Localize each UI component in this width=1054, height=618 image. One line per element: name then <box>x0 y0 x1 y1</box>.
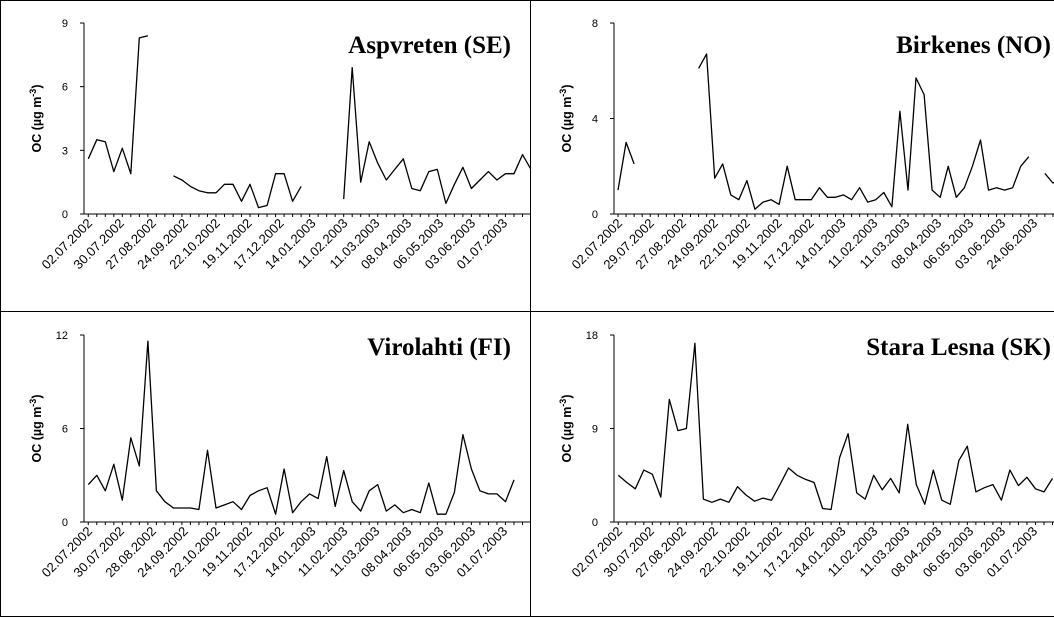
series-line <box>173 173 302 209</box>
chart-aspvreten: 036902.07.200230.07.200227.08.200224.09.… <box>28 18 532 272</box>
panel-stara-lesna: 0 9 18 02.07.2002 30.07.2002 27.08.2002 24.09.… <box>530 311 1054 617</box>
chart-title: Virolahti (FI) <box>367 334 511 361</box>
series-line <box>698 53 1030 210</box>
y-tick-label: 12 <box>56 330 68 342</box>
chart-birkenes: 04802.07.200229.07.200227.08.200224.09.2… <box>558 18 1054 272</box>
y-tick-label: 9 <box>592 424 598 436</box>
series-line <box>343 66 532 205</box>
y-tick-label: 6 <box>62 82 68 94</box>
y-tick-label: 3 <box>62 145 68 157</box>
y-tick-label: 0 <box>592 209 598 221</box>
y-axis-label: OC (µg m-3) <box>558 85 574 153</box>
series-line <box>1044 172 1054 184</box>
y-axis-label: OC (µg m-3) <box>28 395 44 463</box>
series-line <box>87 35 149 175</box>
y-tick-label: 0 <box>592 517 598 529</box>
y-tick-label: 6 <box>62 424 68 436</box>
y-tick-label: 9 <box>62 18 68 30</box>
panel-virolahti: 0 6 12 02.07.2002 30.07.2002 28.08.2002 24.09.… <box>0 311 532 617</box>
series-line <box>617 342 1054 511</box>
y-tick-label: 0 <box>62 517 68 529</box>
chart-title: Stara Lesna (SK) <box>866 334 1051 361</box>
y-tick-label: 4 <box>592 114 598 126</box>
y-axis-label: OC (µg m-3) <box>558 395 574 463</box>
y-tick-label: 18 <box>586 330 598 342</box>
series-line <box>87 340 515 515</box>
chart-title: Birkenes (NO) <box>896 32 1051 59</box>
chart-stara-lesna: 091802.07.200230.07.200227.08.200224.09.… <box>558 330 1054 580</box>
chart-virolahti: 061202.07.200230.07.200228.08.200224.09.… <box>28 330 532 580</box>
y-tick-label: 8 <box>592 18 598 30</box>
series-line <box>617 141 635 191</box>
y-axis-label: OC (µg m-3) <box>28 85 44 153</box>
y-tick-label: 0 <box>62 209 68 221</box>
panel-birkenes: 0 4 8 02.07.2002 29.07.2002 27.08.2002 24.09.2… <box>530 0 1054 312</box>
chart-title: Aspvreten (SE) <box>348 32 511 59</box>
panel-aspvreten: 0 3 6 9 02.07.2002 30.07.2002 27.08.2002 24.09.… <box>0 0 532 312</box>
